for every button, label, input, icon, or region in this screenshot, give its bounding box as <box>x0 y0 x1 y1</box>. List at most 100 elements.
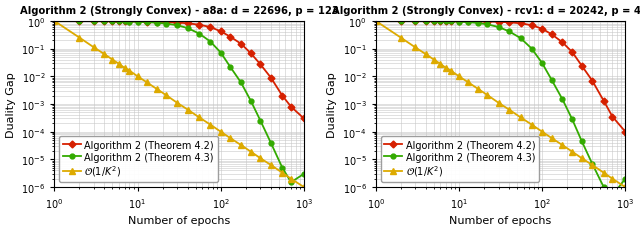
$\mathcal{O}(1/K^2)$ <box>278 172 286 174</box>
$\mathcal{O}(1/K^2)$ <box>90 47 98 50</box>
$\mathcal{O}(1/K^2)$ <box>300 186 308 189</box>
$\mathcal{O}(1/K^2)$ <box>538 131 546 134</box>
Algorithm 2 (Theorem 4.3) <box>578 140 586 143</box>
Algorithm 2 (Theorem 4.2) <box>372 20 380 23</box>
Algorithm 2 (Theorem 4.3) <box>125 21 133 24</box>
$\mathcal{O}(1/K^2)$ <box>455 76 463 78</box>
Y-axis label: Duality Gap: Duality Gap <box>6 72 15 137</box>
Legend: Algorithm 2 (Theorem 4.2), Algorithm 2 (Theorem 4.3), $\mathcal{O}(1/K^2)$: Algorithm 2 (Theorem 4.2), Algorithm 2 (… <box>381 136 540 182</box>
$\mathcal{O}(1/K^2)$ <box>247 151 255 153</box>
$\mathcal{O}(1/K^2)$ <box>548 137 556 140</box>
$\mathcal{O}(1/K^2)$ <box>505 109 513 111</box>
Title: Algorithm 2 (Strongly Convex) - rcv1: d = 20242, p = 47236: Algorithm 2 (Strongly Convex) - rcv1: d … <box>332 6 640 15</box>
Legend: Algorithm 2 (Theorem 4.2), Algorithm 2 (Theorem 4.3), $\mathcal{O}(1/K^2)$: Algorithm 2 (Theorem 4.2), Algorithm 2 (… <box>59 136 218 182</box>
Algorithm 2 (Theorem 4.3) <box>516 37 524 40</box>
Algorithm 2 (Theorem 4.2) <box>528 25 536 27</box>
Algorithm 2 (Theorem 4.3) <box>442 21 450 24</box>
Algorithm 2 (Theorem 4.2) <box>578 65 586 68</box>
Algorithm 2 (Theorem 4.2) <box>100 21 108 23</box>
Algorithm 2 (Theorem 4.3) <box>173 25 181 27</box>
$\mathcal{O}(1/K^2)$ <box>422 54 429 56</box>
Algorithm 2 (Theorem 4.2) <box>195 24 203 27</box>
Algorithm 2 (Theorem 4.3) <box>121 21 129 24</box>
Algorithm 2 (Theorem 4.3) <box>287 181 295 184</box>
Algorithm 2 (Theorem 4.3) <box>548 79 556 82</box>
$\mathcal{O}(1/K^2)$ <box>115 63 123 66</box>
Algorithm 2 (Theorem 4.3) <box>505 31 513 33</box>
Line: Algorithm 2 (Theorem 4.3): Algorithm 2 (Theorem 4.3) <box>373 19 628 198</box>
Algorithm 2 (Theorem 4.3) <box>184 27 191 30</box>
Algorithm 2 (Theorem 4.3) <box>100 21 108 23</box>
$\mathcal{O}(1/K^2)$ <box>100 54 108 56</box>
Algorithm 2 (Theorem 4.3) <box>474 22 482 25</box>
Algorithm 2 (Theorem 4.2) <box>495 21 502 24</box>
Algorithm 2 (Theorem 4.2) <box>162 21 170 24</box>
$\mathcal{O}(1/K^2)$ <box>436 63 444 66</box>
Line: $\mathcal{O}(1/K^2)$: $\mathcal{O}(1/K^2)$ <box>52 19 307 190</box>
Algorithm 2 (Theorem 4.3) <box>609 194 616 197</box>
Algorithm 2 (Theorem 4.3) <box>621 178 629 180</box>
$\mathcal{O}(1/K^2)$ <box>51 20 58 23</box>
Algorithm 2 (Theorem 4.3) <box>143 22 151 24</box>
Algorithm 2 (Theorem 4.3) <box>257 120 264 122</box>
Algorithm 2 (Theorem 4.2) <box>76 20 83 23</box>
Algorithm 2 (Theorem 4.3) <box>568 118 576 121</box>
Algorithm 2 (Theorem 4.2) <box>609 116 616 119</box>
$\mathcal{O}(1/K^2)$ <box>125 70 133 73</box>
$\mathcal{O}(1/K^2)$ <box>495 102 502 105</box>
Algorithm 2 (Theorem 4.2) <box>207 27 214 29</box>
Algorithm 2 (Theorem 4.2) <box>465 21 472 24</box>
$\mathcal{O}(1/K^2)$ <box>397 37 404 40</box>
Algorithm 2 (Theorem 4.3) <box>207 41 214 44</box>
$\mathcal{O}(1/K^2)$ <box>442 67 450 70</box>
Algorithm 2 (Theorem 4.2) <box>115 21 123 23</box>
Algorithm 2 (Theorem 4.2) <box>505 22 513 24</box>
$\mathcal{O}(1/K^2)$ <box>430 59 438 62</box>
$\mathcal{O}(1/K^2)$ <box>184 109 191 111</box>
$\mathcal{O}(1/K^2)$ <box>162 94 170 97</box>
Algorithm 2 (Theorem 4.2) <box>237 43 244 46</box>
Algorithm 2 (Theorem 4.2) <box>430 20 438 23</box>
Algorithm 2 (Theorem 4.2) <box>247 53 255 55</box>
Algorithm 2 (Theorem 4.2) <box>474 21 482 24</box>
Algorithm 2 (Theorem 4.2) <box>300 118 308 120</box>
$\mathcal{O}(1/K^2)$ <box>484 94 492 97</box>
Algorithm 2 (Theorem 4.3) <box>559 98 566 101</box>
Algorithm 2 (Theorem 4.2) <box>109 21 116 23</box>
$\mathcal{O}(1/K^2)$ <box>207 124 214 126</box>
$\mathcal{O}(1/K^2)$ <box>143 82 151 85</box>
Algorithm 2 (Theorem 4.2) <box>600 100 607 103</box>
Algorithm 2 (Theorem 4.3) <box>447 21 454 24</box>
Algorithm 2 (Theorem 4.2) <box>397 20 404 23</box>
Algorithm 2 (Theorem 4.2) <box>51 20 58 23</box>
$\mathcal{O}(1/K^2)$ <box>600 172 607 174</box>
Algorithm 2 (Theorem 4.2) <box>121 21 129 23</box>
$\mathcal{O}(1/K^2)$ <box>257 157 264 160</box>
$\mathcal{O}(1/K^2)$ <box>267 164 275 167</box>
Algorithm 2 (Theorem 4.3) <box>372 20 380 23</box>
Algorithm 2 (Theorem 4.3) <box>278 167 286 169</box>
$\mathcal{O}(1/K^2)$ <box>621 186 629 189</box>
Algorithm 2 (Theorem 4.2) <box>548 34 556 36</box>
Algorithm 2 (Theorem 4.3) <box>422 21 429 23</box>
Algorithm 2 (Theorem 4.3) <box>436 21 444 23</box>
Algorithm 2 (Theorem 4.3) <box>153 22 161 25</box>
Algorithm 2 (Theorem 4.3) <box>51 20 58 23</box>
Algorithm 2 (Theorem 4.2) <box>90 21 98 23</box>
Algorithm 2 (Theorem 4.3) <box>134 21 141 24</box>
Algorithm 2 (Theorem 4.2) <box>568 52 576 54</box>
$\mathcal{O}(1/K^2)$ <box>227 137 234 140</box>
$\mathcal{O}(1/K^2)$ <box>195 116 203 119</box>
$\mathcal{O}(1/K^2)$ <box>412 47 419 50</box>
Algorithm 2 (Theorem 4.3) <box>247 100 255 103</box>
Algorithm 2 (Theorem 4.2) <box>442 21 450 23</box>
Algorithm 2 (Theorem 4.2) <box>516 23 524 26</box>
Algorithm 2 (Theorem 4.3) <box>237 82 244 85</box>
Algorithm 2 (Theorem 4.2) <box>436 21 444 23</box>
Algorithm 2 (Theorem 4.3) <box>76 20 83 23</box>
Algorithm 2 (Theorem 4.3) <box>267 142 275 144</box>
Algorithm 2 (Theorem 4.2) <box>257 64 264 67</box>
Algorithm 2 (Theorem 4.2) <box>227 36 234 39</box>
$\mathcal{O}(1/K^2)$ <box>447 70 454 73</box>
Algorithm 2 (Theorem 4.3) <box>465 22 472 24</box>
